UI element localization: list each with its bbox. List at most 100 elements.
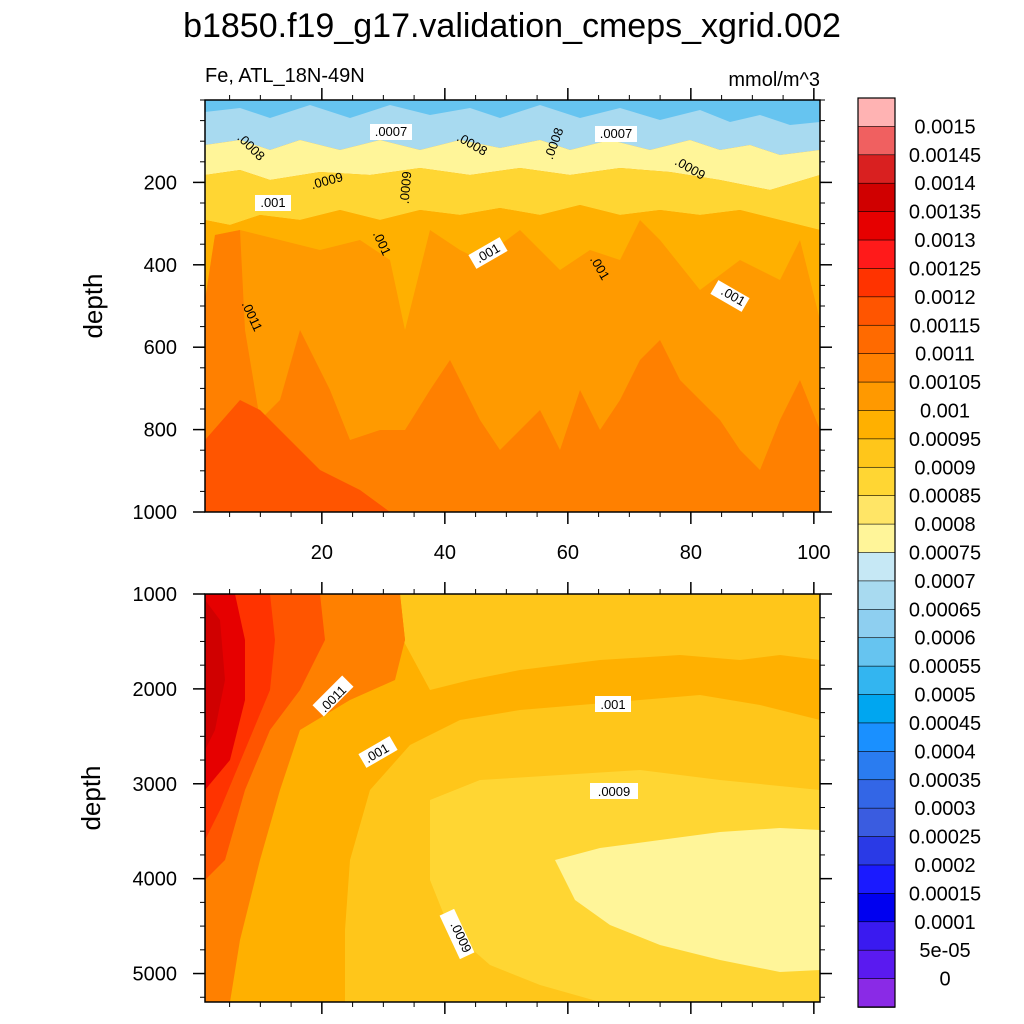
colorbar-swatch [857, 694, 896, 724]
colorbar-label: 5e-05 [919, 940, 970, 962]
y-tick-label: 3000 [133, 774, 178, 796]
lower-panel: .0011 .001 .001 .0009 .0009 100020003000… [76, 582, 832, 1014]
lower-contour-label: .001 [600, 697, 625, 712]
colorbar-swatch [857, 381, 896, 412]
colorbar-swatch [857, 410, 896, 440]
upper-contour-label: .0007 [375, 124, 408, 139]
colorbar-label: 0.00135 [909, 202, 981, 224]
colorbar-label: 0.0011 [915, 344, 975, 366]
colorbar-swatch [857, 978, 896, 1008]
label-box [468, 237, 508, 269]
colorbar-frame [857, 97, 896, 1008]
colorbar-label: 0.0006 [914, 628, 975, 650]
colorbar-swatch [857, 722, 896, 753]
lower-band-0008 [555, 828, 820, 972]
x-tick-label: 100 [797, 542, 830, 564]
colorbar-swatch [857, 523, 896, 554]
colorbar-swatch [857, 495, 896, 525]
upper-band-00095 [205, 205, 820, 330]
y-tick-label: 200 [144, 172, 177, 194]
y-tick-label: 800 [144, 420, 177, 442]
lower-band-00135 [205, 600, 225, 750]
y-tick-label: 5000 [133, 964, 178, 986]
colorbar-label: 0.00105 [909, 372, 981, 394]
colorbar-label: 0.0001 [914, 912, 975, 934]
x-tick-label: 80 [680, 542, 702, 564]
colorbar-label: 0.00125 [909, 258, 981, 280]
colorbar-label: 0.0003 [914, 798, 975, 820]
upper-panel: Fe, ATL_18N-49N mmol/m^3 .0007 .0007 .00… [78, 65, 832, 564]
colorbar-label: 0.0013 [914, 230, 975, 252]
x-tick-label: 40 [434, 542, 456, 564]
y-tick-label: 4000 [133, 869, 178, 891]
x-tick-label: 20 [311, 542, 333, 564]
upper-contour-label: .0009 [397, 171, 415, 205]
colorbar-label: 0.00045 [909, 713, 981, 735]
colorbar-swatch [857, 97, 896, 128]
colorbar-label: 0.00035 [909, 770, 981, 792]
upper-surface-min-region [205, 100, 820, 125]
lower-contour-label: .0009 [598, 784, 631, 799]
colorbar-label: 0.0007 [914, 571, 975, 593]
colorbar-swatch [857, 949, 896, 980]
colorbar-label: 0.00115 [910, 315, 981, 337]
colorbar-label: 0.00065 [909, 599, 981, 621]
y-tick-label: 1000 [133, 502, 178, 524]
y-tick-label: 600 [144, 337, 177, 359]
upper-contour-label: .0007 [600, 126, 633, 141]
colorbar-swatch [857, 466, 896, 497]
colorbar-label: 0.0004 [914, 741, 975, 763]
upper-band-00075 [205, 140, 820, 190]
colorbar-label: 0.00145 [909, 145, 981, 167]
label-box [312, 675, 354, 717]
y-tick-label: 1000 [133, 584, 178, 606]
upper-band-00105 [205, 230, 820, 512]
upper-ticks: 20 40 60 80 100 200 400 600 800 1000 [133, 88, 832, 564]
label-box [710, 280, 750, 312]
colorbar-label: 0.00075 [909, 543, 981, 565]
colorbar-label: 0 [939, 969, 950, 991]
colorbar-swatch [857, 353, 896, 383]
colorbar-label: 0.0014 [914, 173, 975, 195]
colorbar-swatch [857, 268, 896, 298]
colorbar-swatch [857, 438, 896, 469]
upper-contour-label: .001 [260, 195, 285, 210]
colorbar-swatch [857, 751, 896, 781]
lower-ticks: 1000 2000 3000 4000 5000 [133, 582, 832, 1014]
colorbar-swatch [857, 126, 896, 156]
colorbar-label: 0.0012 [914, 287, 975, 309]
colorbar: 0.0015 0.00145 0.0014 0.00135 0.0013 0.00125 0… [857, 97, 981, 1008]
colorbar-label: 0.0009 [914, 457, 975, 479]
colorbar-swatch [857, 211, 896, 241]
colorbar-swatch [857, 552, 896, 582]
colorbar-label: 0.00015 [909, 883, 981, 905]
label-box [370, 124, 412, 140]
upper-contour-labels [255, 124, 750, 312]
colorbar-label: 0.0005 [914, 685, 975, 707]
label-box [439, 908, 475, 960]
colorbar-swatch [857, 296, 896, 327]
colorbar-swatch [857, 864, 896, 895]
colorbar-swatch [857, 807, 896, 838]
colorbar-label: 0.00095 [909, 429, 981, 451]
colorbar-swatch [857, 665, 896, 696]
upper-band-0009 [205, 168, 820, 230]
figure-title: b1850.f19_g17.validation_cmeps_xgrid.002 [183, 7, 841, 45]
colorbar-swatch [857, 921, 896, 951]
y-tick-label: 400 [144, 255, 177, 277]
upper-right-subtitle: mmol/m^3 [728, 69, 820, 91]
label-box [590, 783, 638, 799]
x-tick-label: 60 [557, 542, 579, 564]
colorbar-swatch [857, 182, 896, 213]
colorbar-label: 0.00025 [909, 827, 981, 849]
colorbar-swatch [857, 893, 896, 923]
upper-left-subtitle: Fe, ATL_18N-49N [205, 65, 365, 87]
label-box [255, 195, 291, 211]
colorbar-label: 0.00085 [909, 486, 981, 508]
upper-band-0012 [205, 400, 390, 512]
colorbar-label: 0.001 [920, 400, 970, 422]
label-box [595, 126, 637, 142]
colorbar-label: 0.00055 [909, 656, 981, 678]
colorbar-swatch [857, 637, 896, 667]
